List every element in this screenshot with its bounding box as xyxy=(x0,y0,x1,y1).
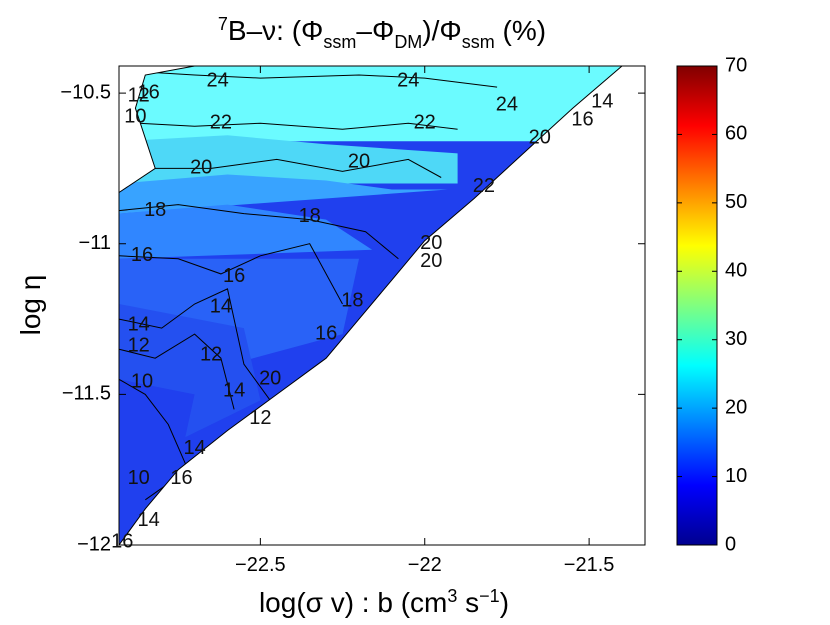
xlabel-pre: log(σ v) : b (cm xyxy=(259,587,447,618)
title-sub-dm: DM xyxy=(394,32,422,52)
colorbar-tick-label: 70 xyxy=(725,54,747,76)
contour-label: 14 xyxy=(137,509,159,531)
contour-line-24 xyxy=(145,71,498,88)
contour-label: 10 xyxy=(124,105,146,127)
x-tick-label: −21.5 xyxy=(564,554,615,576)
plot-frame xyxy=(118,65,646,546)
title-superscript: 7 xyxy=(218,14,228,34)
contour-label: 20 xyxy=(190,157,212,179)
colorbar-tick-label: 50 xyxy=(725,191,747,213)
xlabel-sup-3: 3 xyxy=(447,586,457,606)
contour-label: 20 xyxy=(529,127,551,149)
y-axis-ticks: −10.5 −11 −11.5 −12 xyxy=(60,81,645,555)
y-tick-label: −10.5 xyxy=(60,81,111,103)
contour-line-14 xyxy=(119,288,278,410)
contour-band-10-12 xyxy=(119,379,195,545)
contour-line-18 xyxy=(119,204,399,260)
contour-label: 18 xyxy=(299,205,321,227)
colorbar-tick-label: 60 xyxy=(725,123,747,145)
y-tick-label: −11 xyxy=(79,232,111,254)
contour-label: 10 xyxy=(131,371,153,393)
contour-label: 14 xyxy=(183,437,205,459)
contour-label: 14 xyxy=(223,380,245,402)
title-sub-ssm-2: ssm xyxy=(462,32,495,52)
colorbar-tick-label: 0 xyxy=(725,533,736,555)
contour-label: 22 xyxy=(210,111,232,133)
contour-label: 18 xyxy=(144,199,166,221)
colorbar-tick-label: 40 xyxy=(725,260,747,282)
region-outline xyxy=(118,65,624,547)
contour-label: 14 xyxy=(128,313,150,335)
contour-label: 12 xyxy=(249,407,271,429)
x-axis-title: log(σ v) : b (cm3 s−1) xyxy=(259,586,509,618)
contour-label: 20 xyxy=(420,232,442,254)
contour-label: 12 xyxy=(128,84,150,106)
contour-band-20-22 xyxy=(119,135,458,184)
title-end: (%) xyxy=(495,15,546,46)
contour-lines xyxy=(119,71,498,501)
contour-line-22 xyxy=(138,122,458,130)
y-tick-label: −11.5 xyxy=(62,383,111,405)
title-mid-2: )/Φ xyxy=(422,15,461,46)
title-mid: –Φ xyxy=(356,15,394,46)
xlabel-mid: s xyxy=(457,587,479,618)
y-axis-title: log η xyxy=(15,275,46,336)
x-tick-label: −22 xyxy=(408,554,442,576)
contour-label: 16 xyxy=(170,467,192,489)
contour-label: 20 xyxy=(420,250,442,272)
contour-label: 24 xyxy=(206,69,228,91)
contour-label: 24 xyxy=(496,93,518,115)
x-tick-label: −22.5 xyxy=(235,554,286,576)
y-tick-label: −12 xyxy=(77,533,111,555)
contour-label: 16 xyxy=(223,265,245,287)
xlabel-sup-minus1: −1 xyxy=(479,586,500,606)
contour-label: 20 xyxy=(348,151,370,173)
contour-line-20 xyxy=(155,158,442,178)
contour-label: 24 xyxy=(397,69,419,91)
contour-label: 16 xyxy=(137,81,159,103)
x-axis-ticks: −22.5 −22 −21.5 xyxy=(235,66,614,576)
contour-band-16-18 xyxy=(119,204,373,259)
contour-label: 12 xyxy=(200,343,222,365)
title-sub-ssm: ssm xyxy=(323,32,356,52)
contour-label: 14 xyxy=(591,90,613,112)
contour-label: 16 xyxy=(571,108,593,130)
contour-label: 20 xyxy=(259,368,281,390)
colorbar: 0 10 20 30 40 50 60 70 xyxy=(676,54,747,555)
contour-band-18-20 xyxy=(119,174,448,214)
contour-line-12 xyxy=(119,333,235,410)
title-main: B–ν: (Φ xyxy=(228,15,323,46)
contour-label: 16 xyxy=(315,322,337,344)
contour-label: 12 xyxy=(128,334,150,356)
colorbar-gradient xyxy=(676,65,718,546)
contour-label: 16 xyxy=(131,244,153,266)
colorbar-tick-label: 20 xyxy=(725,396,747,418)
contour-label: 16 xyxy=(111,530,133,552)
xlabel-post: ) xyxy=(500,587,509,618)
colorbar-tick-label: 10 xyxy=(725,465,747,487)
contour-line-16 xyxy=(119,243,343,305)
contour-label: 10 xyxy=(128,467,150,489)
contour-label: 22 xyxy=(414,111,436,133)
contour-label: 14 xyxy=(210,295,232,317)
colorbar-ticks: 0 10 20 30 40 50 60 70 xyxy=(677,54,747,555)
contour-bands xyxy=(119,66,622,545)
contour-label: 22 xyxy=(473,175,495,197)
contour-band-22-24 xyxy=(119,66,622,142)
contour-label: 18 xyxy=(341,289,363,311)
chart-title: 7B–ν: (Φssm–ΦDM)/Φssm (%) xyxy=(218,14,546,52)
colorbar-tick-label: 30 xyxy=(725,328,747,350)
